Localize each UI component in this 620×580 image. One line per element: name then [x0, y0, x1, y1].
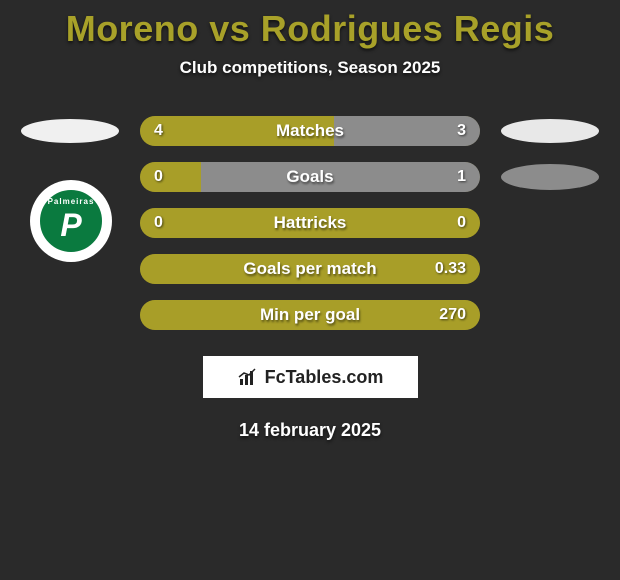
- stat-bar: 270Min per goal: [140, 300, 480, 330]
- bar-fill-right: [201, 162, 480, 192]
- bar-fill-left: [140, 162, 201, 192]
- side-slot-left: [0, 108, 140, 154]
- date-label: 14 february 2025: [0, 420, 620, 441]
- bar-fill-right: [140, 254, 480, 284]
- side-slot-right: [480, 246, 620, 292]
- side-slot-right: [480, 108, 620, 154]
- side-slot-right: [480, 292, 620, 338]
- stat-bar: 0.33Goals per match: [140, 254, 480, 284]
- side-ellipse-left: [21, 119, 119, 143]
- brand-box[interactable]: FcTables.com: [203, 356, 418, 398]
- team-badge-name: Palmeiras: [40, 197, 102, 206]
- page-title: Moreno vs Rodrigues Regis: [0, 8, 620, 50]
- team-badge-letter: P: [60, 207, 81, 244]
- bar-fill-right: [334, 116, 480, 146]
- bar-fill-right: [310, 208, 480, 238]
- stat-row: 270Min per goal: [0, 292, 620, 338]
- bar-fill-left: [140, 116, 334, 146]
- stat-bar: 00Hattricks: [140, 208, 480, 238]
- team-badge-left: Palmeiras P: [30, 180, 112, 262]
- side-slot-left: [0, 292, 140, 338]
- brand-chart-icon: [237, 367, 259, 387]
- subtitle: Club competitions, Season 2025: [0, 58, 620, 78]
- side-ellipse-right: [501, 164, 599, 190]
- stat-row: 43Matches: [0, 108, 620, 154]
- side-slot-right: [480, 200, 620, 246]
- side-ellipse-right: [501, 119, 599, 143]
- stat-bar: 01Goals: [140, 162, 480, 192]
- bar-fill-left: [140, 208, 310, 238]
- brand-text: FcTables.com: [265, 367, 384, 388]
- bar-fill-right: [140, 300, 480, 330]
- stat-bar: 43Matches: [140, 116, 480, 146]
- comparison-card: Moreno vs Rodrigues Regis Club competiti…: [0, 0, 620, 441]
- team-badge-inner: Palmeiras P: [37, 187, 105, 255]
- side-slot-right: [480, 154, 620, 200]
